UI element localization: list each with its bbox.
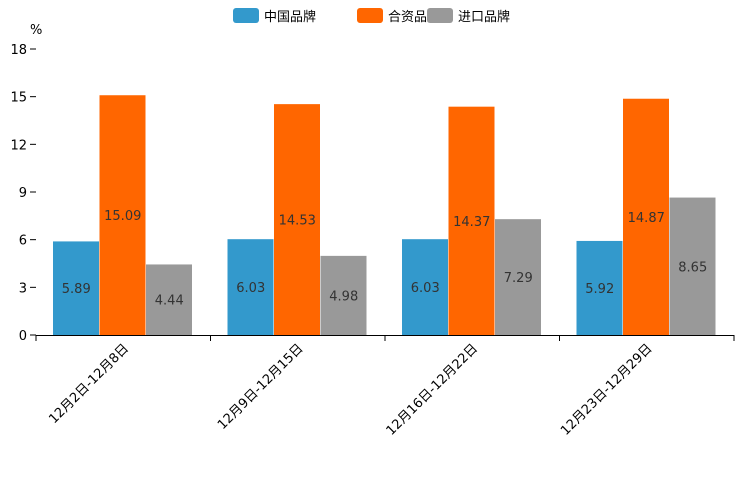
y-axis-unit-label: % xyxy=(30,23,42,38)
bar-value-label: 6.03 xyxy=(236,281,265,296)
legend-swatch xyxy=(233,8,259,23)
bar xyxy=(227,239,274,335)
bar-value-label: 14.87 xyxy=(628,211,665,226)
bar-value-label: 14.37 xyxy=(453,215,490,230)
legend-label: 进口品牌 xyxy=(458,9,510,25)
y-tick-label: 6 xyxy=(19,234,27,249)
bar xyxy=(669,197,716,335)
bar-value-label: 6.03 xyxy=(411,281,440,296)
y-tick-label: 15 xyxy=(10,91,27,106)
bar xyxy=(623,98,669,335)
bar xyxy=(495,219,541,335)
bar xyxy=(274,104,320,335)
bar xyxy=(448,106,495,335)
legend-swatch xyxy=(427,8,453,23)
legend: 中国品牌 合资品牌 进口品牌 xyxy=(233,8,510,25)
y-axis: 0 3 6 9 12 15 18 xyxy=(10,43,36,344)
bar-value-label: 7.29 xyxy=(504,271,533,286)
bar xyxy=(320,255,367,335)
bars: 5.89 15.09 4.44 6.03 14.53 4.98 6.03 14.37 7.29 5… xyxy=(53,95,716,335)
bar-value-label: 4.44 xyxy=(155,294,184,309)
x-tick-label: 12月23日-12月29日 xyxy=(558,341,655,438)
bar xyxy=(53,241,99,335)
bar-value-label: 5.92 xyxy=(585,282,614,297)
legend-swatch xyxy=(357,8,383,23)
bar xyxy=(402,239,448,335)
bar-value-label: 8.65 xyxy=(678,260,707,275)
y-tick-label: 12 xyxy=(10,138,27,153)
bar xyxy=(576,240,623,335)
x-axis: 12月2日-12月8日 12月9日-12月15日 12月16日-12月22日 12月2… xyxy=(35,335,735,439)
x-tick-label: 12月2日-12月8日 xyxy=(46,341,132,427)
y-tick-label: 9 xyxy=(19,186,27,201)
y-tick-label: 3 xyxy=(19,281,27,296)
legend-label: 中国品牌 xyxy=(264,9,316,25)
x-tick-label: 12月9日-12月15日 xyxy=(215,341,307,433)
bar xyxy=(146,264,192,335)
x-tick-label: 12月16日-12月22日 xyxy=(384,341,481,438)
bar xyxy=(99,95,146,335)
bar-value-label: 14.53 xyxy=(279,214,316,229)
bar-value-label: 4.98 xyxy=(329,289,358,304)
y-tick-label: 18 xyxy=(10,43,27,58)
y-tick-label: 0 xyxy=(19,329,27,344)
bar-value-label: 15.09 xyxy=(104,209,141,224)
bar-value-label: 5.89 xyxy=(62,282,91,297)
